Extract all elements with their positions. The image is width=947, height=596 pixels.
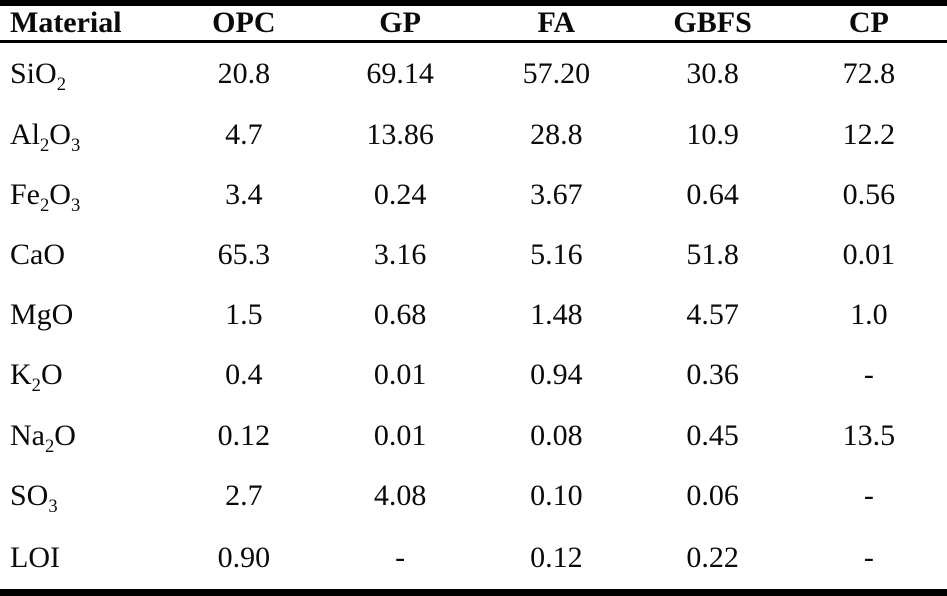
formula-text: MgO (10, 298, 74, 332)
value-cell: 10.9 (686, 117, 739, 151)
value-cell: 3.16 (373, 237, 427, 271)
value-cell: 51.8 (686, 237, 739, 271)
column-header-gbfs: GBFS (673, 6, 752, 39)
table-row: Fe2O3 3.4 0.24 3.67 0.64 0.56 (0, 165, 947, 225)
column-header-material: Material (10, 6, 122, 39)
column-header-opc: OPC (212, 6, 276, 39)
formula-subscript: 2 (40, 194, 50, 216)
value-cell: 0.68 (373, 298, 427, 332)
value-cell: 0.01 (373, 358, 427, 392)
formula-subscript: 3 (70, 194, 81, 216)
table-head: Material OPC GP FA GBFS CP (0, 3, 947, 42)
value-cell: 1.0 (850, 298, 888, 332)
value-cell: 4.08 (373, 478, 427, 512)
value-cell: - (863, 358, 874, 392)
value-cell: 0.94 (530, 358, 583, 392)
formula-text: Al (10, 117, 40, 151)
value-cell: 57.20 (522, 56, 591, 90)
table-row: K2O 0.4 0.01 0.94 0.36 - (0, 345, 947, 405)
value-cell: 0.12 (217, 418, 271, 452)
column-header-fa: FA (537, 6, 576, 39)
material-cell: LOI (0, 526, 166, 592)
formula-text: O (49, 117, 71, 151)
value-cell: 30.8 (686, 56, 739, 90)
material-cell: MgO (0, 285, 166, 345)
column-header-gp: GP (379, 6, 421, 39)
value-cell: 0.01 (842, 237, 896, 271)
value-cell: 0.56 (842, 177, 896, 211)
value-cell: 12.2 (842, 117, 896, 151)
value-cell: 1.48 (530, 298, 583, 332)
material-cell: CaO (0, 225, 166, 285)
value-cell: 2.7 (225, 478, 263, 512)
formula-subscript: 2 (44, 435, 55, 457)
material-cell: SO3 (0, 466, 166, 526)
value-cell: 0.08 (530, 418, 583, 452)
value-cell: 69.14 (366, 56, 434, 90)
formula-text: O (49, 177, 71, 211)
table-row: LOI 0.90 - 0.12 0.22 - (0, 526, 947, 592)
formula-text: CaO (10, 237, 65, 271)
table-body: SiO2 20.8 69.14 57.20 30.8 72.8 Al2O3 4.7 13.86 2… (0, 42, 947, 593)
formula-text: O (54, 418, 76, 452)
formula-text: K (10, 358, 32, 392)
value-cell: 4.57 (686, 298, 739, 332)
formula-subscript: 2 (31, 375, 41, 397)
value-cell: 0.45 (686, 418, 739, 452)
material-cell: Na2O (0, 406, 166, 466)
material-cell: Fe2O3 (0, 165, 166, 225)
value-cell: 3.4 (225, 177, 263, 211)
material-cell: Al2O3 (0, 104, 166, 164)
value-cell: 72.8 (842, 56, 896, 90)
table-row: Na2O 0.12 0.01 0.08 0.45 13.5 (0, 406, 947, 466)
value-cell: 13.86 (366, 117, 434, 151)
value-cell: 3.67 (530, 177, 583, 211)
table-row: MgO 1.5 0.68 1.48 4.57 1.0 (0, 285, 947, 345)
value-cell: 20.8 (217, 56, 271, 90)
formula-subscript: 2 (40, 134, 50, 156)
formula-text: Na (10, 418, 45, 452)
value-cell: 0.4 (225, 358, 263, 392)
value-cell: - (863, 478, 874, 512)
value-cell: 0.36 (686, 358, 739, 392)
formula-text: Fe (10, 177, 40, 211)
value-cell: 0.64 (686, 177, 739, 211)
formula-subscript: 2 (56, 73, 66, 95)
value-cell: 0.90 (217, 540, 271, 574)
value-cell: 0.12 (530, 540, 583, 574)
value-cell: - (395, 540, 406, 574)
value-cell: 0.22 (686, 540, 739, 574)
value-cell: 65.3 (217, 237, 271, 271)
table-row: SO3 2.7 4.08 0.10 0.06 - (0, 466, 947, 526)
column-header-cp: CP (848, 6, 889, 39)
value-cell: 28.8 (530, 117, 583, 151)
value-cell: 0.10 (530, 478, 583, 512)
material-cell: K2O (0, 345, 166, 405)
formula-subscript: 3 (48, 495, 58, 517)
formula-subscript: 3 (70, 134, 81, 156)
formula-text: LOI (10, 540, 60, 574)
header-row: Material OPC GP FA GBFS CP (0, 3, 947, 42)
table-row: Al2O3 4.7 13.86 28.8 10.9 12.2 (0, 104, 947, 164)
material-cell: SiO2 (0, 42, 166, 105)
value-cell: 13.5 (842, 418, 896, 452)
value-cell: 0.06 (686, 478, 739, 512)
formula-text: SO (10, 478, 49, 512)
value-cell: 0.01 (373, 418, 427, 452)
formula-text: O (40, 358, 63, 392)
value-cell: 4.7 (225, 117, 263, 151)
table-row: SiO2 20.8 69.14 57.20 30.8 72.8 (0, 42, 947, 105)
value-cell: 0.24 (373, 177, 427, 211)
value-cell: - (863, 540, 874, 574)
table-row: CaO 65.3 3.16 5.16 51.8 0.01 (0, 225, 947, 285)
formula-text: SiO (10, 56, 57, 90)
value-cell: 1.5 (225, 298, 263, 332)
value-cell: 5.16 (530, 237, 583, 271)
